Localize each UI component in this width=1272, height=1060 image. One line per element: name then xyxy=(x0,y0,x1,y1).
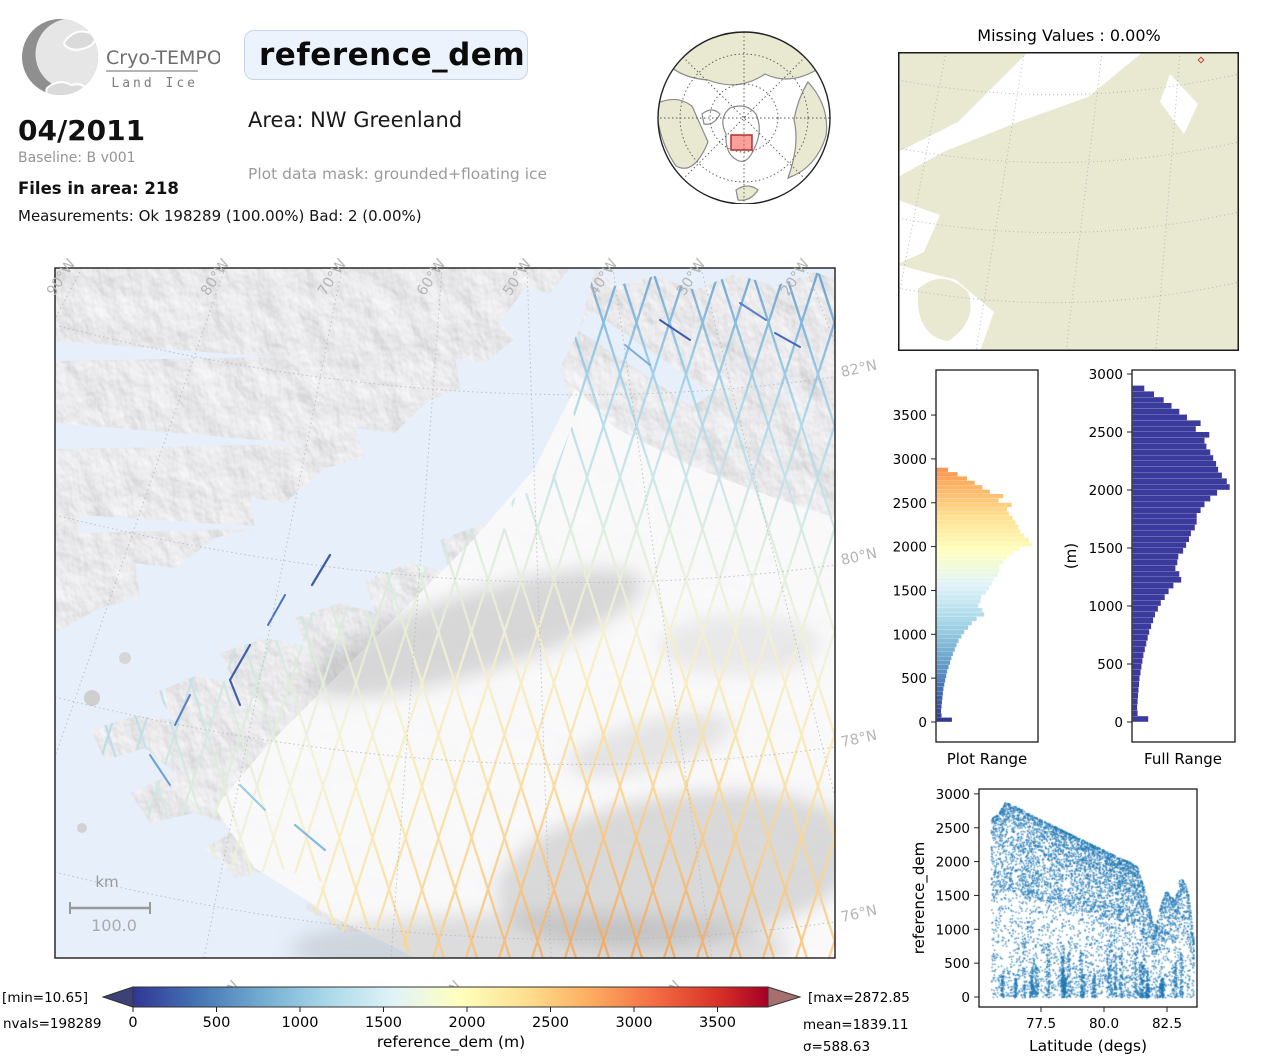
svg-text:1000: 1000 xyxy=(936,922,970,938)
logo-greenland-icon xyxy=(63,30,96,51)
svg-text:2500: 2500 xyxy=(893,496,927,512)
svg-text:1500: 1500 xyxy=(893,583,927,599)
scatter-xlabel: Latitude (degs) xyxy=(1029,1037,1147,1055)
svg-text:°W: °W xyxy=(440,978,465,987)
scatter-xticks: 77.5 80.0 82.5 xyxy=(1026,1007,1182,1032)
colorbar-under-arrow xyxy=(101,986,134,1008)
cryo-tempo-logo: Cryo-TEMPO Land Ice xyxy=(22,19,220,95)
missing-values-title: Missing Values : 0.00% xyxy=(977,26,1161,45)
logo-subtitle: Land Ice xyxy=(111,76,198,91)
globe-ellesmere xyxy=(701,109,721,125)
svg-text:3000: 3000 xyxy=(1089,367,1123,383)
svg-text:500: 500 xyxy=(901,671,927,687)
colorbar-gradient xyxy=(132,986,769,1008)
map-bottom-lon-labels: 0°W °W °W xyxy=(213,978,685,987)
colorbar-min-label: [min=10.65] xyxy=(2,990,88,1006)
svg-text:76°N: 76°N xyxy=(840,903,879,926)
colorbar-nvals-label: nvals=198289 xyxy=(3,1016,101,1032)
logo-antarctica-icon xyxy=(45,81,89,95)
svg-text:500: 500 xyxy=(203,1015,231,1031)
svg-text:1500: 1500 xyxy=(1089,541,1123,557)
svg-text:2500: 2500 xyxy=(532,1015,569,1031)
full-range-yticks: 0 500 1000 1500 2000 2500 3000 xyxy=(1089,367,1132,731)
plot-range-yticks: 0 500 1000 1500 2000 2500 3000 3500 xyxy=(893,408,936,731)
full-range-ylabel: (m) xyxy=(1062,543,1080,569)
scalebar-value: 100.0 xyxy=(91,916,137,935)
svg-text:3500: 3500 xyxy=(699,1015,736,1031)
svg-text:2000: 2000 xyxy=(449,1015,486,1031)
mv-area-marker xyxy=(1197,56,1205,64)
coastal-glacier-tracks xyxy=(149,302,801,852)
svg-text:77.5: 77.5 xyxy=(1026,1016,1056,1032)
globe-asia-east xyxy=(787,81,828,179)
svg-text:2000: 2000 xyxy=(893,540,927,556)
main-map: km 100.0 90°W 80°W 70°W 60°W 50°W 40°W 3… xyxy=(44,256,879,987)
svg-text:82.5: 82.5 xyxy=(1152,1016,1182,1032)
mv-island xyxy=(918,278,971,341)
map-scalebar: km 100.0 xyxy=(69,873,151,935)
map-graticule xyxy=(55,268,835,958)
svg-text:0: 0 xyxy=(1114,715,1123,731)
svg-text:500: 500 xyxy=(1097,657,1123,673)
scatter-yticks: 0 500 1000 1500 2000 2500 3000 xyxy=(936,787,979,1006)
colorbar-max-label: [max=2872.85] xyxy=(808,990,910,1006)
svg-text:2500: 2500 xyxy=(936,821,970,837)
colorbar-over-arrow xyxy=(767,986,802,1008)
svg-text:3000: 3000 xyxy=(893,452,927,468)
full-range-bars xyxy=(1132,385,1230,722)
svg-text:0: 0 xyxy=(961,990,970,1006)
area-label: Area: NW Greenland xyxy=(248,108,463,132)
svg-text:2000: 2000 xyxy=(936,855,970,871)
globe-south-land xyxy=(735,185,759,201)
files-count-label: Files in area: 218 xyxy=(18,179,179,198)
svg-text:2500: 2500 xyxy=(1089,425,1123,441)
variable-title-box: reference_dem xyxy=(244,30,528,80)
full-range-title: Full Range xyxy=(1144,750,1222,768)
svg-text:82°N: 82°N xyxy=(840,358,879,381)
date-label: 04/2011 xyxy=(18,114,146,147)
variable-title: reference_dem xyxy=(259,37,526,73)
svg-text:2000: 2000 xyxy=(1089,483,1123,499)
globe-locator-inset xyxy=(657,31,831,204)
globe-area-box xyxy=(730,134,753,151)
scalebar-unit: km xyxy=(95,873,118,891)
svg-text:1000: 1000 xyxy=(1089,599,1123,615)
scatter-ylabel: reference_dem xyxy=(910,842,929,955)
svg-text:0: 0 xyxy=(918,715,927,731)
logo-title: Cryo-TEMPO xyxy=(106,47,220,69)
svg-text:3000: 3000 xyxy=(936,787,970,803)
svg-text:80°N: 80°N xyxy=(840,546,879,569)
missing-values-map xyxy=(898,52,1239,351)
colorbar-label: reference_dem (m) xyxy=(377,1033,525,1052)
svg-text:1500: 1500 xyxy=(365,1015,402,1031)
colorbar-sigma-label: σ=588.63 xyxy=(803,1039,870,1055)
svg-text:500: 500 xyxy=(944,956,970,972)
svg-text:0: 0 xyxy=(128,1015,137,1031)
svg-text:1000: 1000 xyxy=(282,1015,319,1031)
svg-text:78°N: 78°N xyxy=(840,728,879,751)
map-north-fjord xyxy=(577,311,712,407)
colorbar-ticks: 0 500 1000 1500 2000 2500 3000 3500 xyxy=(128,1007,736,1031)
measurements-label: Measurements: Ok 198289 (100.00%) Bad: 2… xyxy=(18,207,422,225)
svg-text:3500: 3500 xyxy=(893,408,927,424)
scatter-points-canvas xyxy=(979,789,1197,1007)
range-histograms: 0 500 1000 1500 2000 2500 3000 3500 0 500 1000 150… xyxy=(893,367,1236,768)
svg-text:80.0: 80.0 xyxy=(1089,1016,1119,1032)
svg-text:°W: °W xyxy=(660,978,685,987)
plot-range-bars xyxy=(936,467,1032,722)
svg-text:3000: 3000 xyxy=(616,1015,653,1031)
colorbar-mean-label: mean=1839.11 xyxy=(803,1017,908,1033)
map-land-canada xyxy=(55,268,570,633)
colorbar: 0 500 1000 1500 2000 2500 3000 3500 reference_d… xyxy=(2,986,910,1055)
plot-range-title: Plot Range xyxy=(947,750,1028,768)
baseline-label: Baseline: B v001 xyxy=(18,150,136,166)
mv-channel xyxy=(898,52,1143,177)
svg-text:0°W: 0°W xyxy=(213,978,243,987)
plot-mask-label: Plot data mask: grounded+floating ice xyxy=(248,165,548,183)
svg-text:1000: 1000 xyxy=(893,627,927,643)
map-lat-labels: 82°N 80°N 78°N 76°N xyxy=(840,358,879,926)
svg-text:1500: 1500 xyxy=(936,888,970,904)
